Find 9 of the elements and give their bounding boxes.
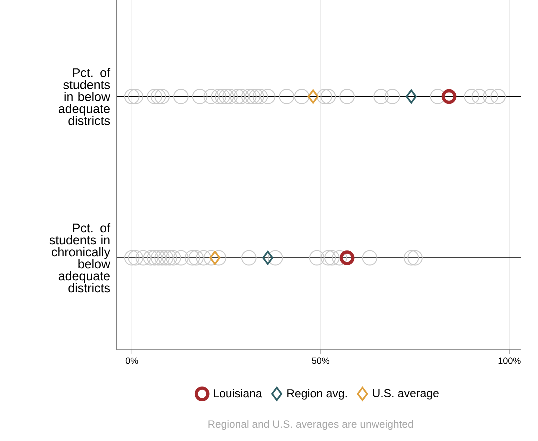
text: Regional and U.S. averages are unweighted [208,420,414,430]
legend-label: U.S. average [373,389,439,400]
x-tick-label: 50% [312,358,330,364]
y-tick-label: Pct. of students in chronically below adequate districts [50,223,111,293]
legend-label: Louisiana [214,389,262,398]
x-tick-label: 100% [498,358,521,364]
x-tick-label: 0% [126,358,138,364]
legend-label: Region avg. [288,389,347,400]
y-tick-label: Pct. of students in below adequate districts [58,68,111,126]
